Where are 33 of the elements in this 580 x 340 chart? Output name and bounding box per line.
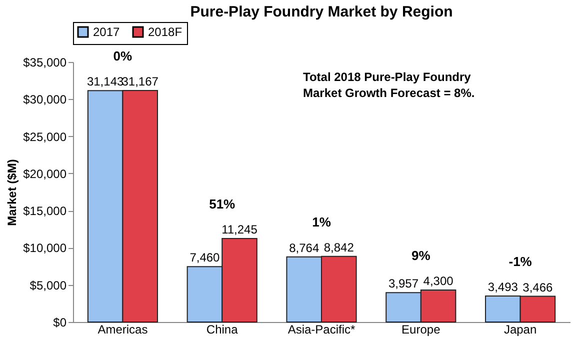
x-tick-label: Japan [504, 322, 537, 336]
data-label: 31,143 [86, 74, 124, 89]
y-axis-title: Market ($M) [5, 159, 20, 226]
data-label: 8,764 [289, 240, 320, 255]
y-tick-label: $15,000 [23, 204, 67, 218]
annotation: 0% [113, 48, 133, 64]
y-tick-label: $30,000 [23, 92, 67, 107]
annotation: 1% [312, 214, 332, 230]
annotation: 9% [412, 248, 431, 264]
chart-title: Pure-Play Foundry Market by Region [190, 4, 453, 20]
x-tick-label: China [206, 322, 238, 336]
data-label: 11,245 [222, 222, 258, 236]
data-label: 31,167 [122, 74, 159, 88]
legend-label: 2017 [93, 25, 120, 39]
data-label: 3,493 [488, 280, 518, 294]
y-tick-label: $20,000 [23, 166, 67, 181]
x-tick-label: Asia-Pacific* [288, 322, 356, 336]
annotation: 51% [209, 196, 236, 212]
x-tick-label: Europe [402, 322, 441, 336]
annotation: -1% [508, 254, 532, 270]
legend-label: 2018F [148, 25, 182, 39]
data-label: 7,460 [190, 250, 220, 265]
data-label: 3,957 [388, 276, 419, 291]
data-label: 3,466 [522, 280, 554, 294]
y-tick-label: $35,000 [23, 56, 67, 70]
x-tick-label: Americas [98, 322, 148, 336]
annotation: Total 2018 Pure-Play Foundry Market Growth Forecast = 8%. [303, 70, 475, 100]
y-tick-label: $10,000 [23, 241, 67, 256]
data-label: 8,842 [324, 240, 354, 254]
y-tick-label: $5,000 [30, 278, 67, 292]
y-tick-label: $25,000 [23, 130, 67, 144]
data-label: 4,300 [423, 274, 454, 288]
y-tick-label: $0 [53, 316, 67, 330]
